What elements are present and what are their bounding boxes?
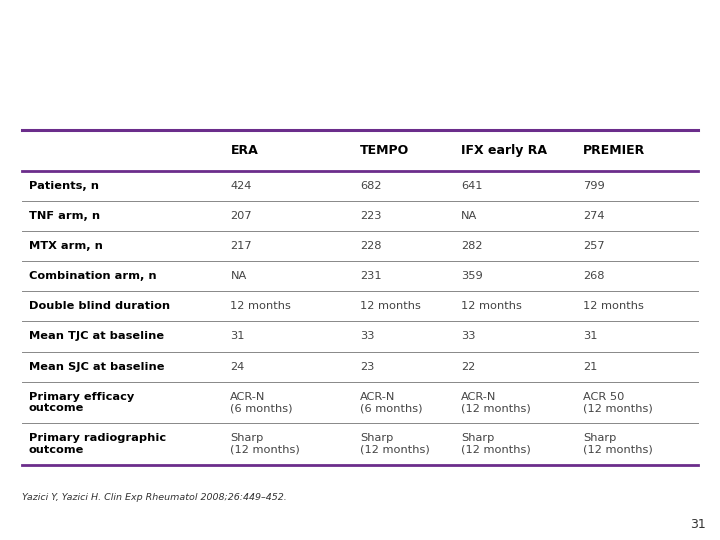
Text: 12 months: 12 months (360, 301, 421, 312)
Text: 24: 24 (230, 362, 245, 372)
Text: 282: 282 (461, 241, 482, 251)
Text: 641: 641 (461, 181, 482, 191)
Text: 799: 799 (583, 181, 605, 191)
Text: ACR-N
(6 months): ACR-N (6 months) (230, 392, 293, 413)
Text: Sharp
(12 months): Sharp (12 months) (230, 433, 300, 455)
Text: 274: 274 (583, 211, 605, 221)
Text: TNF arm, n: TNF arm, n (29, 211, 100, 221)
Text: 31: 31 (230, 332, 245, 341)
Text: Yazici Y, Yazici H. Clin Exp Rheumatol 2008;26:449–452.: Yazici Y, Yazici H. Clin Exp Rheumatol 2… (22, 494, 287, 502)
Text: ACR 50
(12 months): ACR 50 (12 months) (583, 392, 653, 413)
Text: IFX early RA: IFX early RA (461, 144, 546, 157)
Text: Mean TJC at baseline: Mean TJC at baseline (29, 332, 164, 341)
Text: 228: 228 (360, 241, 382, 251)
Text: Sharp
(12 months): Sharp (12 months) (583, 433, 653, 455)
Text: ACR-N
(6 months): ACR-N (6 months) (360, 392, 423, 413)
Text: NA: NA (230, 272, 247, 281)
Text: ACR-N
(12 months): ACR-N (12 months) (461, 392, 531, 413)
Text: 217: 217 (230, 241, 252, 251)
Text: 33: 33 (461, 332, 475, 341)
Text: PREMIER: PREMIER (583, 144, 645, 157)
Text: Primary efficacy
outcome: Primary efficacy outcome (29, 392, 134, 413)
Text: Combination arm, n: Combination arm, n (29, 272, 156, 281)
Text: Double blind duration: Double blind duration (29, 301, 170, 312)
Text: 268: 268 (583, 272, 605, 281)
Text: Sharp
(12 months): Sharp (12 months) (360, 433, 430, 455)
Text: 23: 23 (360, 362, 374, 372)
Text: Mean SJC at baseline: Mean SJC at baseline (29, 362, 164, 372)
Text: 12 months: 12 months (461, 301, 522, 312)
Text: 424: 424 (230, 181, 252, 191)
Text: MTX arm, n: MTX arm, n (29, 241, 103, 251)
Text: Patients, n: Patients, n (29, 181, 99, 191)
Text: 231: 231 (360, 272, 382, 281)
Text: 223: 223 (360, 211, 382, 221)
Text: 22: 22 (461, 362, 475, 372)
Text: 207: 207 (230, 211, 252, 221)
Text: 33: 33 (360, 332, 374, 341)
Text: 21: 21 (583, 362, 598, 372)
Text: 12 months: 12 months (583, 301, 644, 312)
Text: 682: 682 (360, 181, 382, 191)
Text: 31: 31 (583, 332, 598, 341)
Text: Primary radiographic
outcome: Primary radiographic outcome (29, 433, 166, 455)
Text: TEMPO: TEMPO (360, 144, 409, 157)
Text: 257: 257 (583, 241, 605, 251)
Text: Sharp
(12 months): Sharp (12 months) (461, 433, 531, 455)
Text: Demographic and study characteristics of four: Demographic and study characteristics of… (29, 31, 548, 51)
Text: 12 months: 12 months (230, 301, 292, 312)
Text: NA: NA (461, 211, 477, 221)
Text: 359: 359 (461, 272, 482, 281)
Text: 31: 31 (690, 518, 706, 531)
Text: ERA: ERA (230, 144, 258, 157)
Text: methotrexate-naïve randomized controlled trials: methotrexate-naïve randomized controlled… (29, 83, 570, 103)
